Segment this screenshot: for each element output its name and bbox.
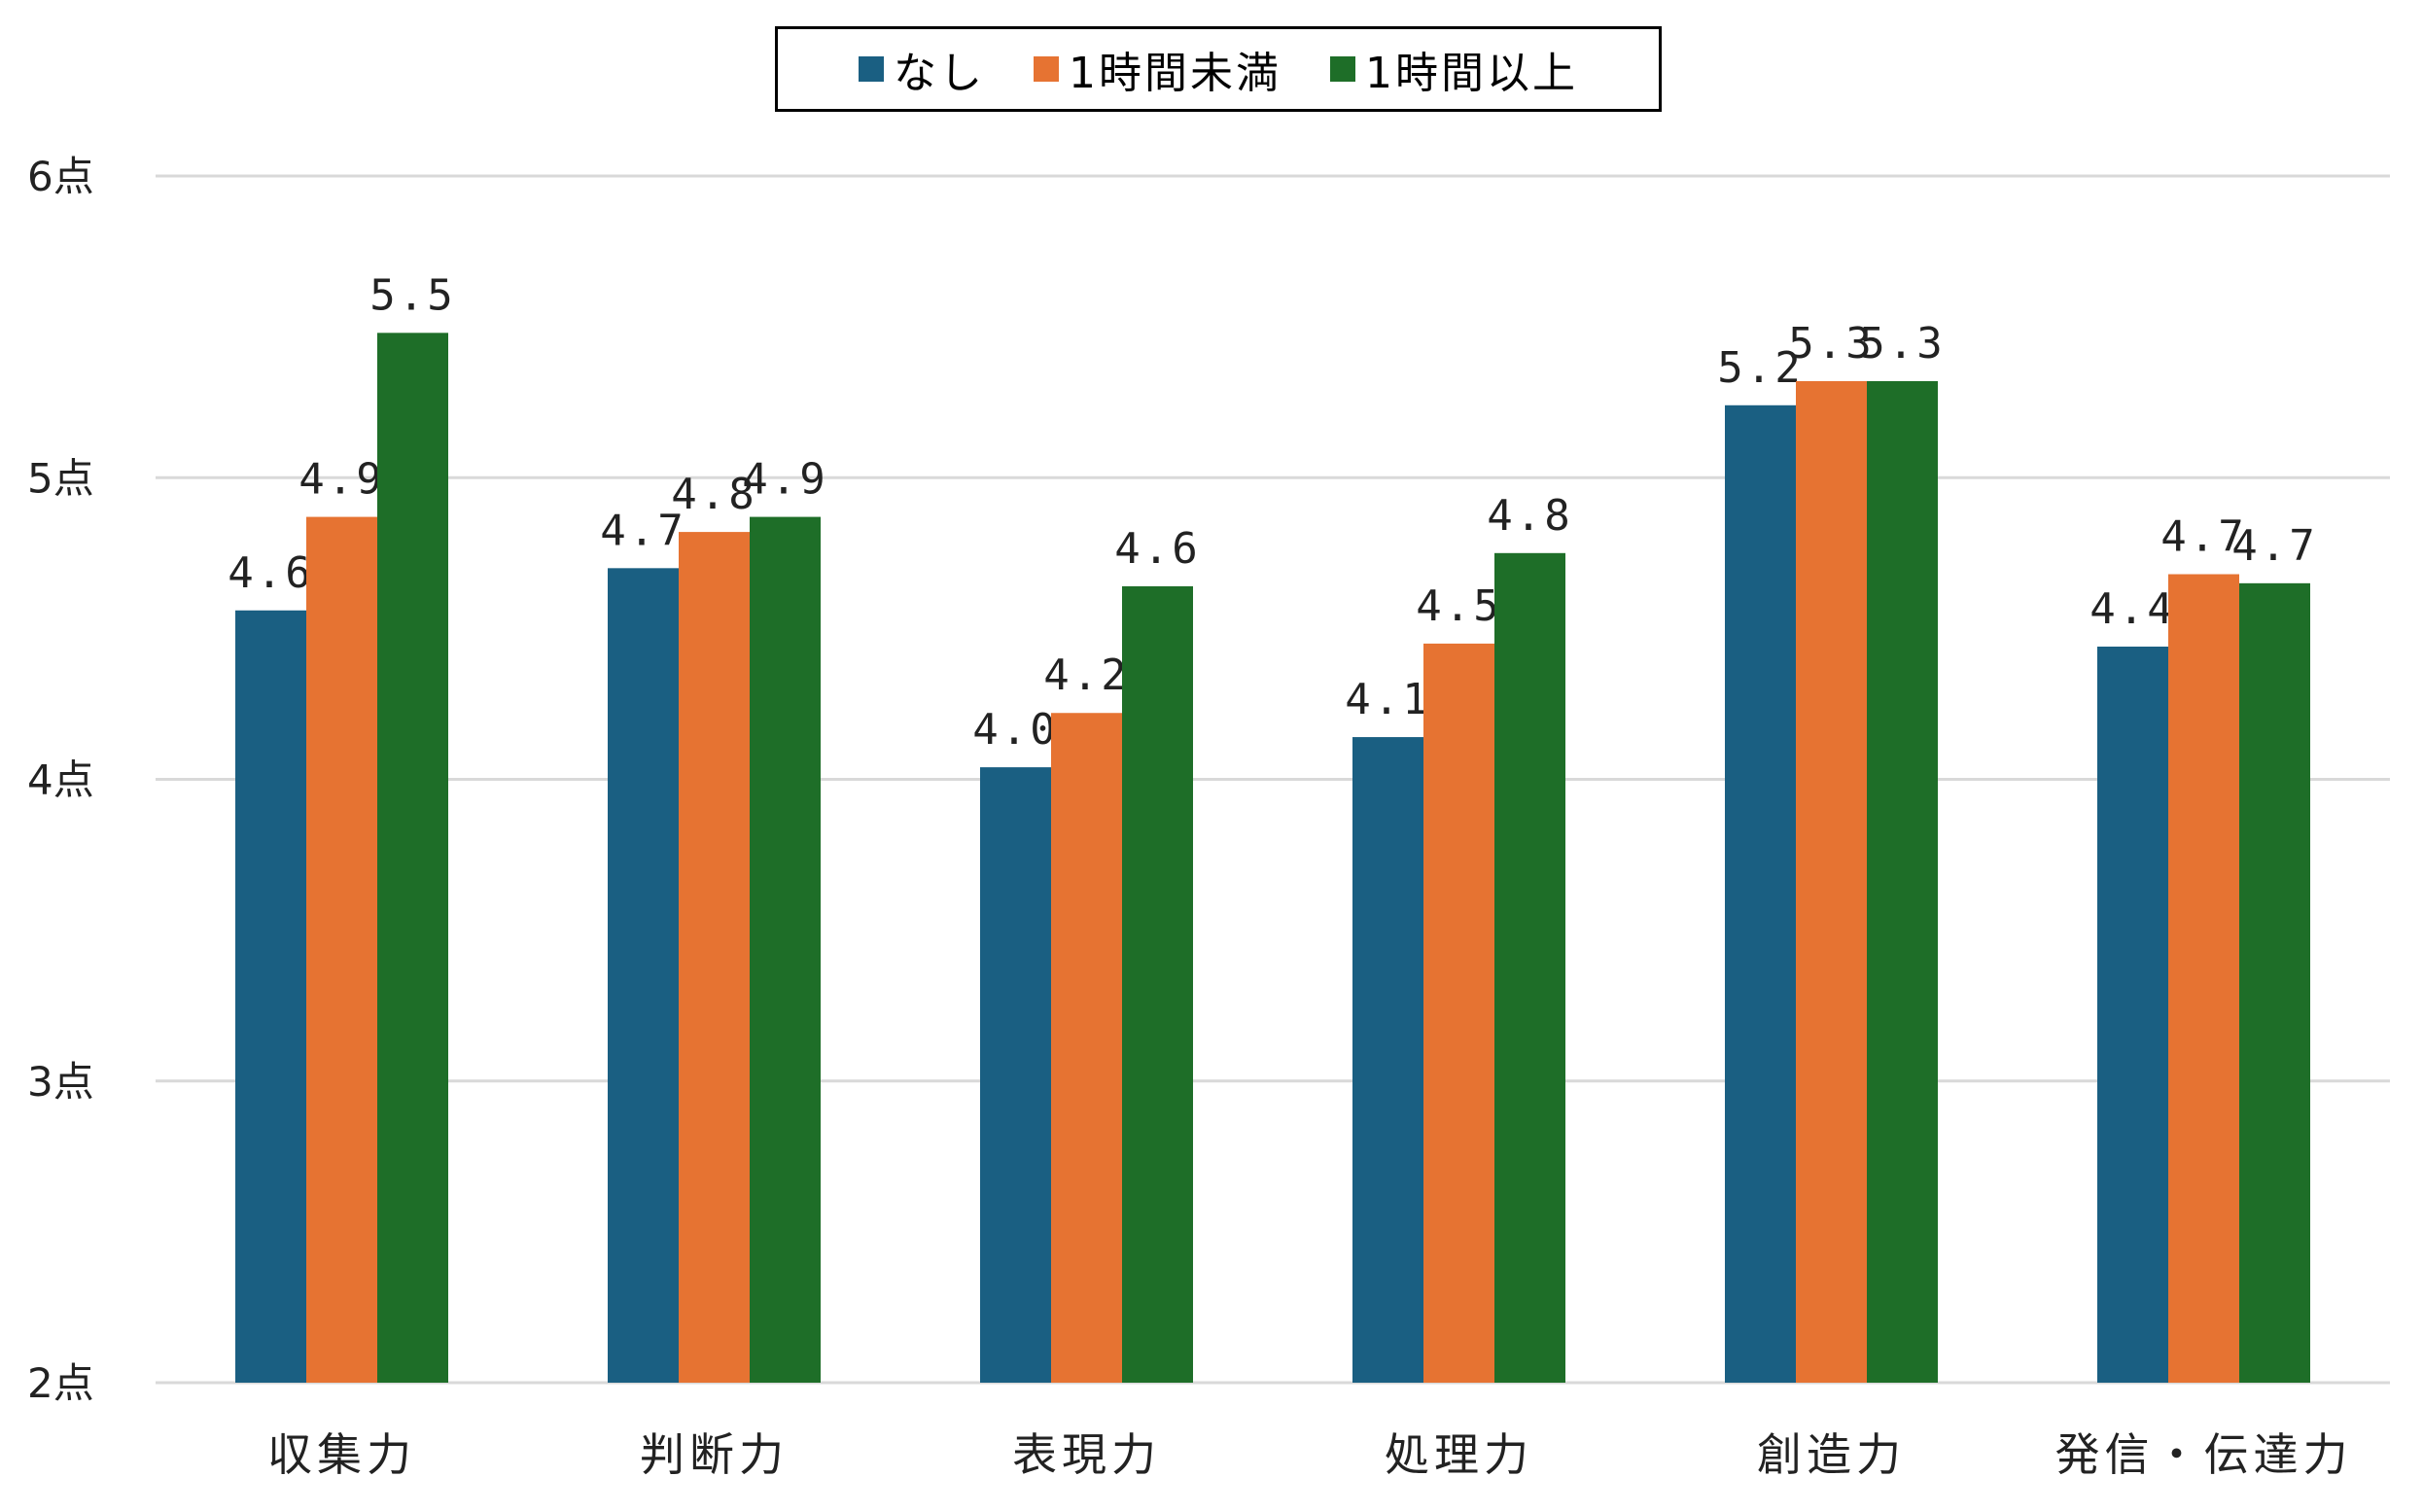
legend-swatch-under-1h [1034,56,1059,82]
data-label: 4.4 [2089,584,2175,634]
legend-swatch-none [859,56,884,82]
bar [235,610,306,1383]
x-tick-label: 表現力 [1012,1428,1161,1481]
data-label: 4.6 [228,548,313,598]
x-tick-label: 創造力 [1757,1428,1906,1481]
bar [750,516,821,1383]
bar [980,767,1051,1383]
data-label: 4.7 [600,506,685,555]
x-tick-label: 判断力 [640,1428,789,1481]
legend-item-under-1h: 1時間未満 [1034,38,1282,100]
y-tick-label: 4点 [27,756,94,804]
x-tick-label: 収集力 [267,1428,416,1481]
data-label: 5.2 [1717,343,1803,393]
data-label: 5.3 [1788,319,1874,369]
bar [1494,552,1565,1383]
y-tick-label: 3点 [27,1058,94,1106]
legend-swatch-over-1h [1330,56,1355,82]
bar [1796,380,1867,1384]
bar [2097,646,2168,1383]
legend-label-none: なし [894,49,985,98]
data-label: 4.7 [2231,521,2317,571]
y-tick-label: 5点 [27,454,94,502]
bar [1867,380,1938,1384]
bar [608,568,679,1383]
chart-legend: なし 1時間未満 1時間以上 [775,26,1662,112]
bar [1423,643,1494,1383]
bar [2168,574,2239,1383]
data-label: 4.8 [1487,491,1572,541]
y-tick-label: 2点 [27,1359,94,1407]
x-tick-label: 発信・伝達力 [2055,1428,2353,1481]
data-label: 5.3 [1859,319,1945,369]
bar [306,516,377,1383]
legend-item-over-1h: 1時間以上 [1330,38,1578,100]
data-label: 5.5 [369,270,455,320]
data-label: 4.0 [972,705,1058,755]
x-tick-label: 処理力 [1385,1428,1533,1481]
data-label: 4.1 [1345,675,1430,724]
bar [1725,404,1796,1383]
bar [679,532,750,1383]
legend-label-over-1h: 1時間以上 [1365,49,1578,98]
bar [1051,713,1122,1383]
data-label: 4.6 [1114,524,1200,574]
data-label: 4.9 [742,455,827,505]
y-tick-label: 6点 [27,153,94,200]
data-label: 4.9 [298,455,384,505]
data-label: 4.5 [1416,581,1501,631]
data-label: 4.2 [1043,651,1129,700]
legend-label-under-1h: 1時間未満 [1069,49,1282,98]
data-label: 4.7 [2160,512,2246,562]
bar [377,333,448,1384]
bar [1122,585,1193,1383]
legend-item-none: なし [859,38,985,100]
data-label: 4.8 [671,470,756,519]
bar [2239,582,2310,1383]
bar [1352,737,1423,1383]
